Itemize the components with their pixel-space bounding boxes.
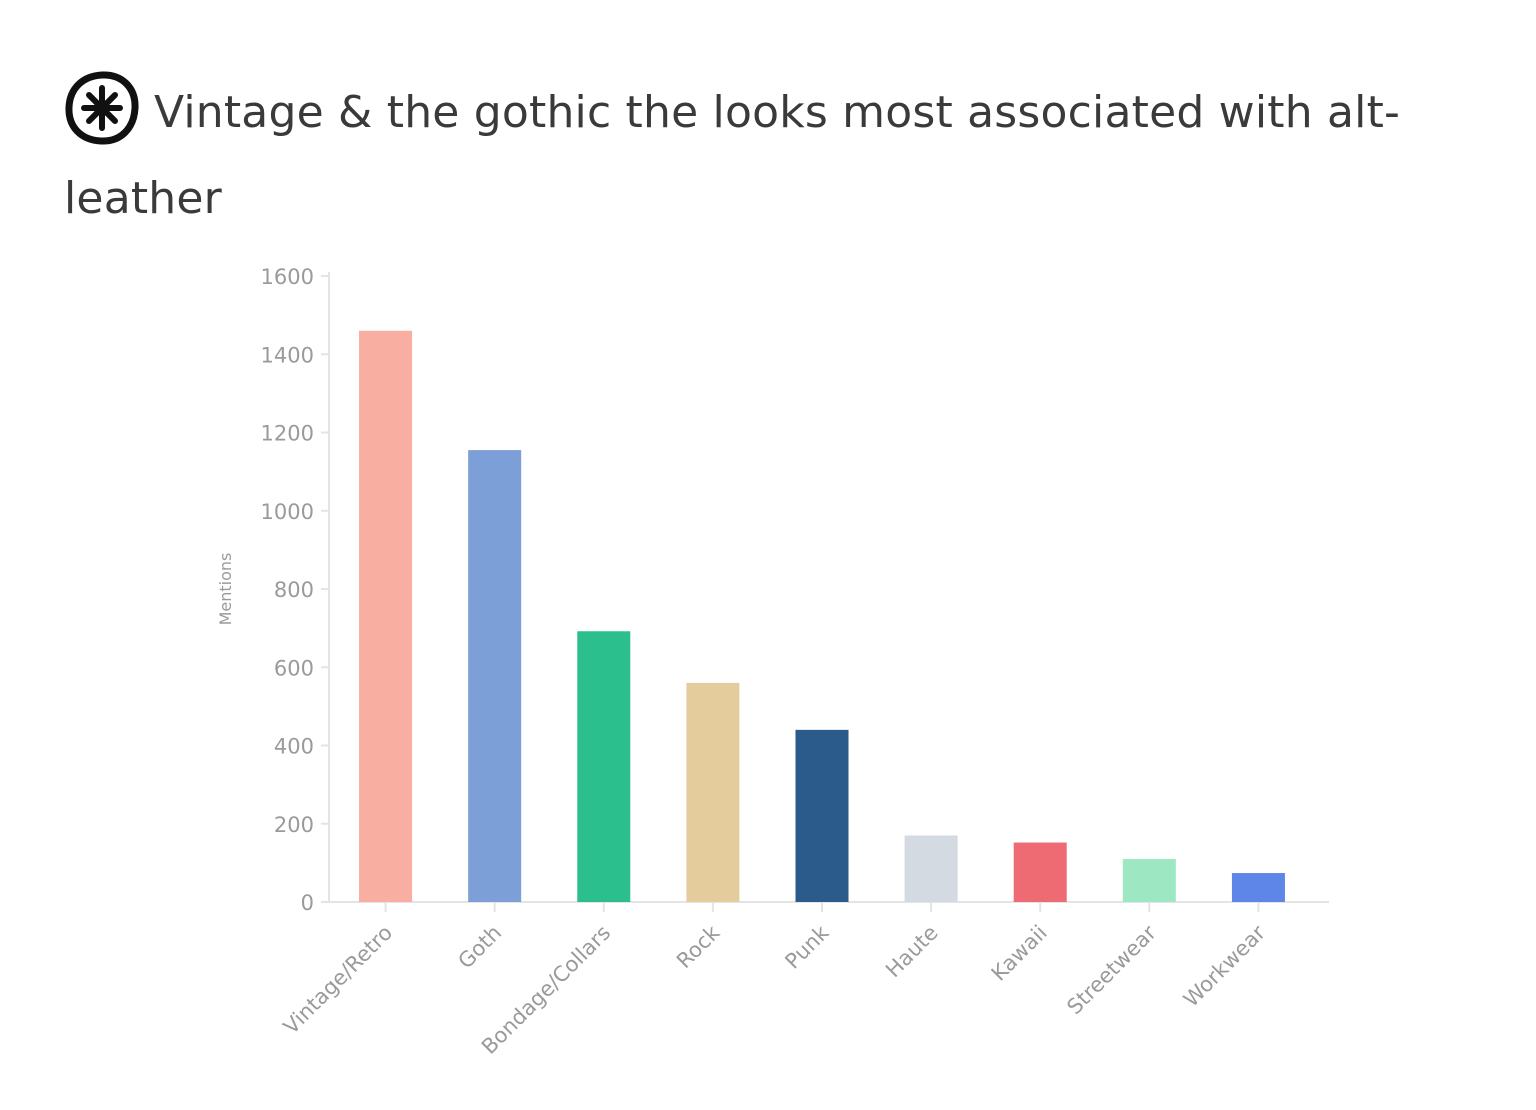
- bar-vintage-retro: [359, 330, 413, 902]
- y-tick-label: 1600: [261, 265, 314, 289]
- y-tick-label: 400: [274, 735, 314, 759]
- x-tick-label: Kawaii: [987, 921, 1052, 986]
- y-tick-label: 1000: [261, 500, 314, 524]
- bar-workwear: [1231, 873, 1285, 902]
- chart-title: Vintage & the gothic the looks most asso…: [64, 87, 1401, 224]
- bar-bondage-collars: [577, 631, 631, 902]
- bar-kawaii: [1013, 842, 1067, 902]
- y-tick-label: 800: [274, 578, 314, 602]
- x-tick-label: Vintage/Retro: [279, 921, 397, 1039]
- x-tick-label: Goth: [453, 921, 506, 974]
- bar-punk: [795, 729, 849, 902]
- y-tick-label: 200: [274, 813, 314, 837]
- y-tick-label: 600: [274, 656, 314, 680]
- x-tick-label: Punk: [780, 920, 834, 974]
- x-tick-label: Streetwear: [1062, 920, 1161, 1019]
- bar-goth: [468, 450, 522, 902]
- bar-haute: [904, 835, 958, 902]
- x-tick-label: Haute: [881, 921, 943, 983]
- y-axis-title: Mentions: [216, 553, 235, 626]
- brand-logo-icon: [65, 71, 139, 145]
- y-tick-label: 1200: [261, 422, 314, 446]
- bar-streetwear: [1122, 858, 1176, 902]
- x-tick-label: Workwear: [1179, 920, 1270, 1011]
- y-tick-label: 0: [301, 891, 314, 915]
- y-tick-label: 1400: [261, 343, 314, 367]
- x-tick-label: Rock: [672, 920, 725, 973]
- bar-rock: [686, 682, 740, 902]
